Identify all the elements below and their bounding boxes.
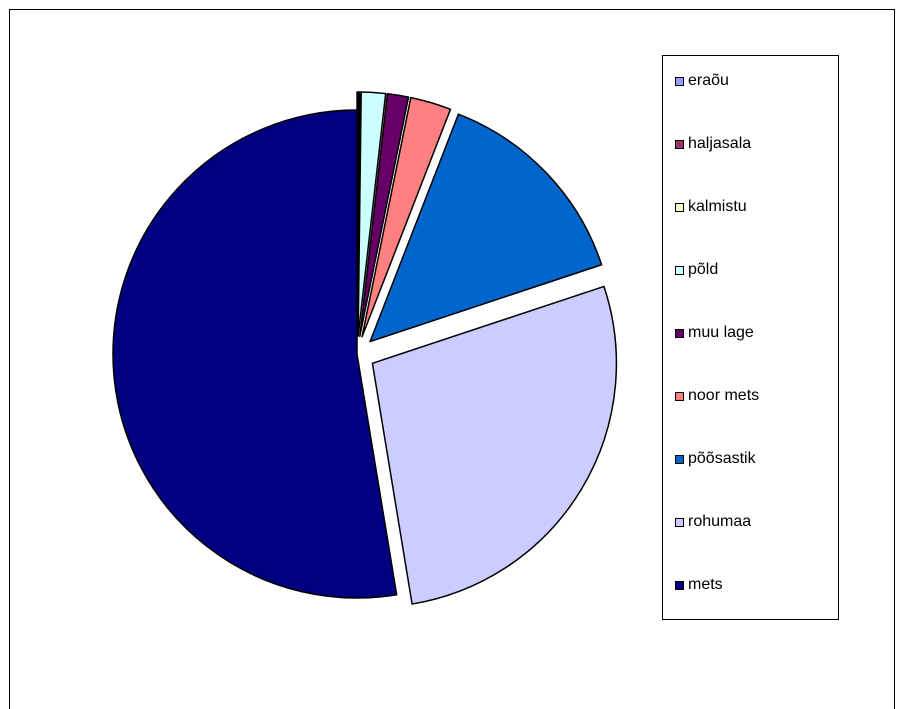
legend-swatch	[675, 139, 684, 149]
legend-item: põõsastik	[675, 449, 756, 469]
pie-slice-5	[361, 96, 452, 338]
legend-swatch	[675, 328, 684, 338]
legend-item: muu lage	[675, 323, 754, 343]
legend-swatch	[675, 391, 684, 401]
legend-item: eraõu	[675, 71, 729, 91]
pie-slice-7	[371, 285, 618, 605]
legend-swatch	[675, 76, 684, 86]
legend-item: noor mets	[675, 386, 759, 406]
legend-label: põld	[688, 261, 719, 278]
legend-item: haljasala	[675, 134, 751, 154]
legend-label: eraõu	[688, 72, 729, 89]
pie-slice-3	[357, 91, 387, 337]
legend-swatch	[675, 580, 684, 590]
pie-slice-6	[369, 113, 603, 343]
legend-item: kalmistu	[675, 197, 747, 217]
legend-label: kalmistu	[688, 198, 747, 215]
legend-item: mets	[675, 575, 723, 595]
legend: eraõu haljasala kalmistu põld muu lage noor m…	[662, 55, 839, 620]
legend-label: muu lage	[688, 324, 754, 341]
pie-slice-4	[359, 93, 410, 337]
pie-slice-8	[112, 109, 398, 599]
pie-slice-2	[356, 91, 362, 337]
legend-label: mets	[688, 576, 723, 593]
legend-swatch	[675, 454, 684, 464]
legend-item: rohumaa	[675, 512, 751, 532]
legend-label: haljasala	[688, 135, 752, 152]
legend-swatch	[675, 517, 684, 527]
legend-label: noor mets	[688, 387, 760, 404]
legend-swatch	[675, 202, 684, 212]
legend-swatch	[675, 265, 684, 275]
chart-area	[9, 9, 895, 709]
legend-item: põld	[675, 260, 718, 280]
legend-label: rohumaa	[688, 513, 752, 530]
legend-label: põõsastik	[688, 450, 756, 467]
